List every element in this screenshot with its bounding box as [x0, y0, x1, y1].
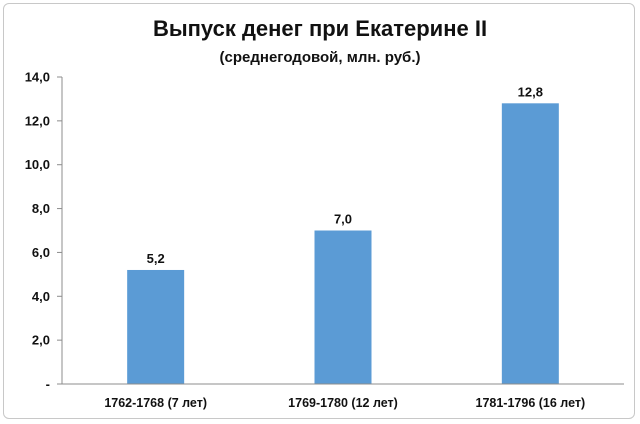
y-tick-label: 8,0 — [32, 201, 50, 216]
bar — [501, 103, 559, 385]
bar — [314, 230, 372, 384]
x-category-label: 1762-1768 (7 лет) — [104, 396, 207, 410]
data-label: 5,2 — [147, 251, 165, 266]
chart-title: Выпуск денег при Екатерине II — [153, 16, 487, 41]
x-category-label: 1769-1780 (12 лет) — [288, 396, 398, 410]
data-label: 7,0 — [334, 212, 352, 227]
y-tick-label: 4,0 — [32, 289, 50, 304]
y-tick-label: 6,0 — [32, 245, 50, 260]
y-tick-label: 12,0 — [25, 113, 50, 128]
y-tick-label: - — [46, 377, 50, 392]
bars: 5,2 7,0 12,8 — [127, 84, 559, 385]
bar — [127, 269, 185, 384]
chart-subtitle: (среднегодовой, млн. руб.) — [220, 49, 421, 66]
y-tick-label: 14,0 — [25, 70, 50, 85]
y-tick-label: 2,0 — [32, 333, 50, 348]
data-label: 12,8 — [518, 84, 543, 99]
x-category-label: 1781-1796 (16 лет) — [476, 396, 586, 410]
y-axis: - 2,0 4,0 6,0 8,0 10,0 12,0 14,0 — [25, 70, 63, 392]
y-tick-label: 10,0 — [25, 157, 50, 172]
x-axis: 1762-1768 (7 лет) 1769-1780 (12 лет) 1781-… — [62, 383, 624, 410]
